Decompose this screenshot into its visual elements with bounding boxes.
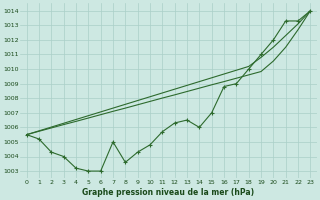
X-axis label: Graphe pression niveau de la mer (hPa): Graphe pression niveau de la mer (hPa) xyxy=(83,188,255,197)
